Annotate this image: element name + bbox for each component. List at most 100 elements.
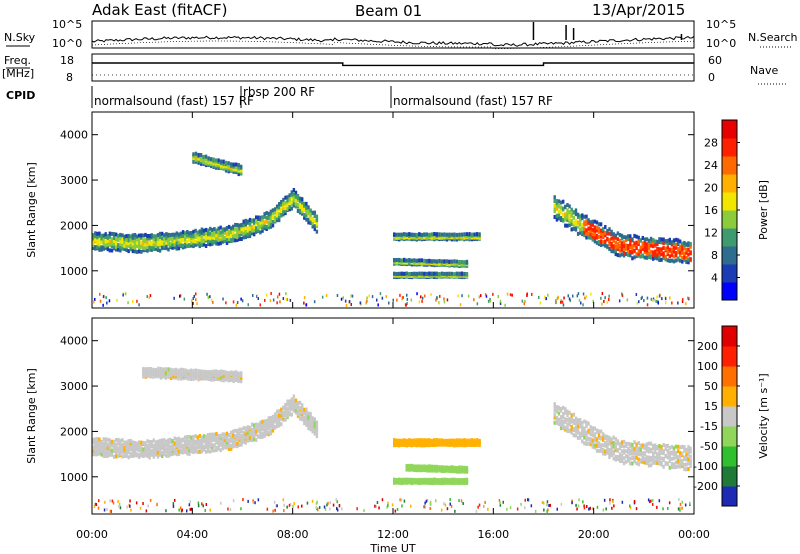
velocity-speckle <box>109 499 111 503</box>
velocity-echo-cell <box>280 410 283 415</box>
velocity-echo-cell <box>177 436 181 441</box>
velocity-echo-cell <box>200 443 204 448</box>
velocity-echo-cell <box>614 448 617 453</box>
power-echo-cell <box>420 232 423 237</box>
power-echo-cell <box>309 213 312 218</box>
velocity-echo-cell <box>593 432 597 437</box>
power-echo-cell <box>242 223 245 228</box>
velocity-echo-cell <box>420 438 423 443</box>
power-echo-cell <box>393 258 396 262</box>
velocity-echo-cell <box>687 449 690 453</box>
power-echo-cell <box>213 232 216 237</box>
power-echo-cell <box>125 234 128 239</box>
power-echo-cell <box>125 248 128 253</box>
power-speckle <box>511 293 513 297</box>
power-speckle <box>439 294 441 298</box>
velocity-speckle <box>332 503 335 507</box>
power-echo-cell <box>568 204 571 209</box>
power-echo-cell <box>641 236 644 240</box>
velocity-speckle <box>650 499 652 503</box>
velocity-echo-cell <box>585 430 588 435</box>
power-echo-cell <box>248 230 252 235</box>
power-echo-cell <box>654 249 657 254</box>
power-speckle <box>562 303 565 307</box>
velocity-echo-cell <box>428 477 431 482</box>
velocity-echo-cell <box>133 450 137 455</box>
velocity-ytick-label: 4000 <box>60 335 88 348</box>
power-echo-cell <box>608 227 611 232</box>
velocity-echo-cell <box>273 424 277 429</box>
power-echo-cell <box>553 199 556 203</box>
power-speckle <box>342 296 344 300</box>
velocity-echo-cell <box>574 421 578 426</box>
velocity-echo-cell <box>683 445 686 450</box>
velocity-echo-cell <box>169 370 173 375</box>
power-echo-cell <box>167 240 170 245</box>
velocity-echo-cell <box>169 450 172 455</box>
power-echo-cell <box>275 210 279 215</box>
power-echo-cell <box>602 233 605 238</box>
velocity-speckle <box>449 498 451 501</box>
power-echo-cell <box>445 259 449 264</box>
power-echo-cell <box>420 271 423 276</box>
velocity-echo-cell <box>199 373 203 377</box>
velocity-echo-cell <box>209 443 212 448</box>
power-echo-cell <box>311 221 314 226</box>
velocity-echo-cell <box>465 477 469 482</box>
velocity-echo-cell <box>301 403 304 408</box>
velocity-echo-cell <box>553 412 556 417</box>
velocity-speckle <box>341 507 343 511</box>
power-colorbar-swatch <box>722 210 737 229</box>
power-echo-cell <box>614 248 617 253</box>
power-echo-cell <box>685 247 688 252</box>
velocity-echo-cell <box>154 451 158 456</box>
power-echo-cell <box>96 231 99 236</box>
velocity-speckle <box>435 499 437 503</box>
velocity-echo-cell <box>240 439 243 444</box>
velocity-echo-cell <box>230 446 233 451</box>
power-speckle <box>108 299 111 303</box>
power-echo-cell <box>413 271 416 276</box>
velocity-speckle <box>576 507 578 511</box>
power-echo-cell <box>652 244 655 249</box>
power-echo-cell <box>614 233 617 238</box>
power-speckle <box>590 292 592 296</box>
velocity-echo-cell <box>415 438 418 443</box>
velocity-speckle <box>652 503 654 506</box>
power-echo-cell <box>200 231 204 235</box>
power-echo-cell <box>173 245 176 250</box>
velocity-echo-cell <box>275 414 279 418</box>
velocity-echo-cell <box>579 418 582 422</box>
power-ytick-label: 3000 <box>60 174 88 187</box>
velocity-echo-cell <box>559 422 563 427</box>
power-echo-cell <box>296 202 300 207</box>
power-echo-cell <box>643 245 647 250</box>
velocity-echo-cell <box>169 367 173 372</box>
power-echo-cell <box>591 232 594 237</box>
power-speckle <box>410 298 412 302</box>
power-speckle <box>192 301 194 305</box>
power-echo-cell <box>121 239 124 244</box>
velocity-echo-cell <box>110 448 114 453</box>
velocity-echo-cell <box>290 412 293 417</box>
velocity-echo-cell <box>253 423 256 428</box>
velocity-speckle <box>440 508 443 512</box>
velocity-echo-cell <box>614 437 617 442</box>
velocity-echo-cell <box>110 452 114 457</box>
velocity-echo-cell <box>315 422 319 427</box>
power-echo-cell <box>257 215 260 220</box>
velocity-echo-cell <box>625 441 628 446</box>
power-echo-cell <box>606 236 609 241</box>
power-speckle <box>259 303 261 307</box>
power-echo-cell <box>156 242 160 247</box>
velocity-echo-cell <box>211 432 214 437</box>
velocity-echo-cell <box>664 447 667 451</box>
power-echo-cell <box>676 256 680 261</box>
power-echo-cell <box>225 226 229 230</box>
velocity-echo-cell <box>641 455 644 460</box>
velocity-echo-cell <box>581 439 584 444</box>
velocity-echo-cell <box>643 457 647 462</box>
velocity-echo-cell <box>148 452 151 457</box>
velocity-echo-cell <box>121 438 124 443</box>
